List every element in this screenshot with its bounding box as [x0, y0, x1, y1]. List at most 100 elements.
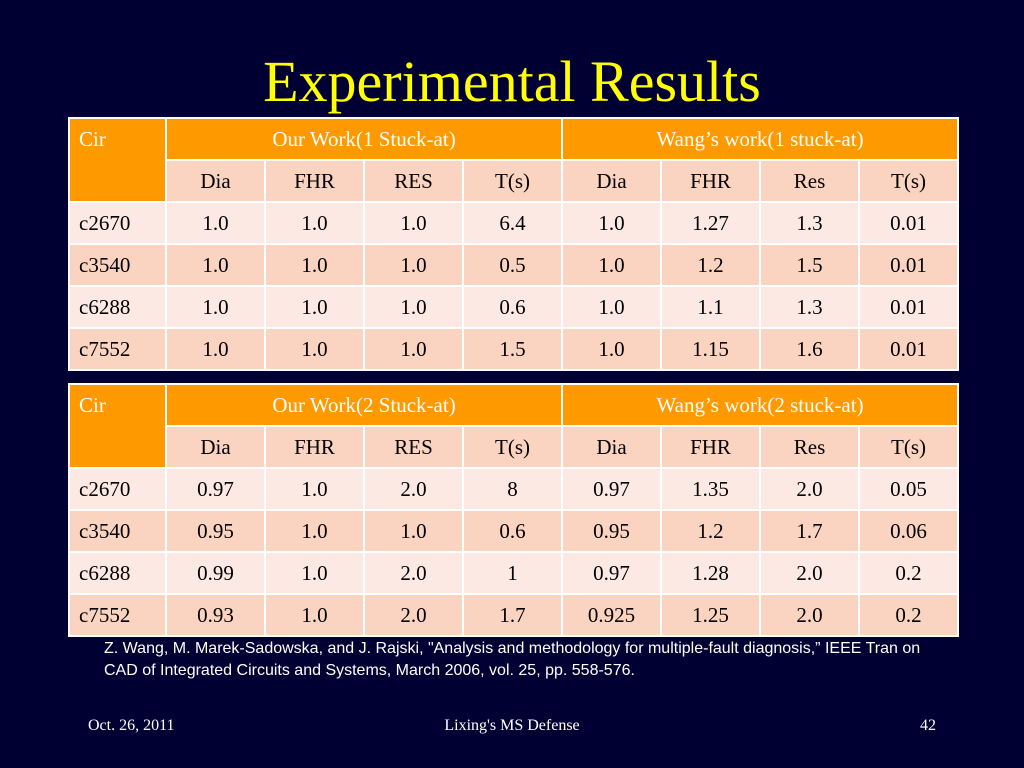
table-cell: 1: [461, 551, 564, 595]
subheader-cell: T(s): [461, 159, 564, 203]
table-cell: 2.0: [759, 593, 861, 637]
table-cell: 2.0: [363, 593, 464, 637]
table-cell: 0.01: [858, 243, 960, 287]
table-cell: 1.27: [660, 201, 762, 245]
subheader-cell: T(s): [858, 159, 960, 203]
table-cell: 1.2: [660, 509, 762, 553]
cir-header: Cir: [68, 117, 167, 203]
subheader-cell: FHR: [660, 425, 762, 469]
results-table-1-stuck-at: Cir Our Work(1 Stuck-at) Wang’s work(1 s…: [68, 117, 960, 371]
table-cell: 1.3: [759, 201, 861, 245]
table-cell: 1.0: [165, 327, 266, 371]
subheader-cell: T(s): [858, 425, 960, 469]
subheader-cell: Dia: [165, 425, 266, 469]
subheader-cell: RES: [363, 425, 464, 469]
table-cell: 0.5: [461, 243, 564, 287]
table-cell: 0.2: [858, 551, 960, 595]
table-cell: 0.97: [165, 467, 266, 511]
subheader-row: Dia FHR RES T(s) Dia FHR Res T(s): [69, 159, 960, 203]
footer-title: Lixing's MS Defense: [444, 717, 580, 734]
table-cell: 1.2: [660, 243, 762, 287]
table-cell: 1.0: [561, 201, 663, 245]
table-cell: 1.0: [264, 285, 365, 329]
table-cell: 0.05: [858, 467, 960, 511]
cir-header: Cir: [68, 383, 167, 469]
table-cell: 1.0: [363, 243, 464, 287]
table-row: c7552 1.0 1.0 1.0 1.5 1.0 1.15 1.6 0.01: [68, 327, 960, 371]
slide-number: 42: [920, 717, 936, 734]
table-cell: 1.5: [461, 327, 564, 371]
wang-work-header: Wang’s work(1 stuck-at): [561, 117, 960, 161]
header-row: Cir Our Work(1 Stuck-at) Wang’s work(1 s…: [68, 117, 960, 203]
our-work-header: Our Work(2 Stuck-at): [164, 383, 564, 427]
table-cell: 0.99: [165, 551, 266, 595]
table-row: c3540 0.95 1.0 1.0 0.6 0.95 1.2 1.7 0.06: [68, 509, 960, 553]
citation-reference: Z. Wang, M. Marek-Sadowska, and J. Rajsk…: [104, 640, 921, 679]
table-cell: 1.0: [264, 551, 365, 595]
table-cell: 0.6: [461, 509, 564, 553]
footer-date: Oct. 26, 2011: [88, 717, 175, 734]
table-cell: 1.0: [363, 327, 464, 371]
subheader-row: Dia FHR RES T(s) Dia FHR Res T(s): [69, 425, 960, 469]
slide-title: Experimental Results: [263, 49, 761, 114]
subheader-cell: FHR: [264, 425, 365, 469]
table-row: c7552 0.93 1.0 2.0 1.7 0.925 1.25 2.0 0.…: [68, 593, 960, 637]
subheader-cell: Dia: [561, 425, 663, 469]
table-cell: 0.95: [561, 509, 663, 553]
subheader-cell: FHR: [660, 159, 762, 203]
table-cell: 1.0: [561, 285, 663, 329]
table-cell: 1.0: [264, 201, 365, 245]
subheader-cell: Res: [759, 425, 861, 469]
subheader-cell: Dia: [561, 159, 663, 203]
table-cell: 0.01: [858, 201, 960, 245]
table-cell: 1.0: [165, 243, 266, 287]
table-row: c2670 1.0 1.0 1.0 6.4 1.0 1.27 1.3 0.01: [68, 201, 960, 245]
table-cell: 1.0: [264, 593, 365, 637]
table-cell: 0.97: [561, 551, 663, 595]
table-cell: 1.0: [363, 201, 464, 245]
table-cell: 1.7: [759, 509, 861, 553]
circuit-name: c3540: [68, 509, 167, 553]
table-cell: 2.0: [363, 467, 464, 511]
table-cell: 1.28: [660, 551, 762, 595]
table-cell: 1.0: [363, 509, 464, 553]
table-cell: 0.06: [858, 509, 960, 553]
circuit-name: c3540: [68, 243, 167, 287]
table-row: c3540 1.0 1.0 1.0 0.5 1.0 1.2 1.5 0.01: [68, 243, 960, 287]
wang-work-header: Wang’s work(2 stuck-at): [561, 383, 960, 427]
table-cell: 1.1: [660, 285, 762, 329]
subheader-cell: Dia: [165, 159, 266, 203]
circuit-name: c6288: [68, 285, 167, 329]
subheader-cell: Res: [759, 159, 861, 203]
circuit-name: c2670: [68, 201, 167, 245]
circuit-name: c7552: [68, 593, 167, 637]
table-cell: 0.2: [858, 593, 960, 637]
table-cell: 1.0: [165, 285, 266, 329]
table-row: c2670 0.97 1.0 2.0 8 0.97 1.35 2.0 0.05: [68, 467, 960, 511]
table-cell: 0.01: [858, 327, 960, 371]
table-cell: 1.0: [165, 201, 266, 245]
table-cell: 1.7: [461, 593, 564, 637]
table-cell: 0.93: [165, 593, 266, 637]
table-cell: 1.35: [660, 467, 762, 511]
table-cell: 1.0: [264, 467, 365, 511]
table-cell: 1.6: [759, 327, 861, 371]
table-row: c6288 0.99 1.0 2.0 1 0.97 1.28 2.0 0.2: [68, 551, 960, 595]
table-cell: 1.0: [264, 509, 365, 553]
subheader-cell: FHR: [264, 159, 365, 203]
header-row: Cir Our Work(2 Stuck-at) Wang’s work(2 s…: [68, 383, 960, 469]
table-row: c6288 1.0 1.0 1.0 0.6 1.0 1.1 1.3 0.01: [68, 285, 960, 329]
subheader-cell: RES: [363, 159, 464, 203]
table-cell: 1.3: [759, 285, 861, 329]
our-work-header: Our Work(1 Stuck-at): [164, 117, 564, 161]
table-cell: 0.01: [858, 285, 960, 329]
table-cell: 2.0: [759, 551, 861, 595]
table-cell: 0.6: [461, 285, 564, 329]
subheader-cell: T(s): [461, 425, 564, 469]
table-cell: 1.15: [660, 327, 762, 371]
table-cell: 1.0: [264, 243, 365, 287]
table-cell: 1.5: [759, 243, 861, 287]
table-cell: 1.0: [264, 327, 365, 371]
table-cell: 0.925: [561, 593, 663, 637]
table-cell: 1.0: [561, 327, 663, 371]
